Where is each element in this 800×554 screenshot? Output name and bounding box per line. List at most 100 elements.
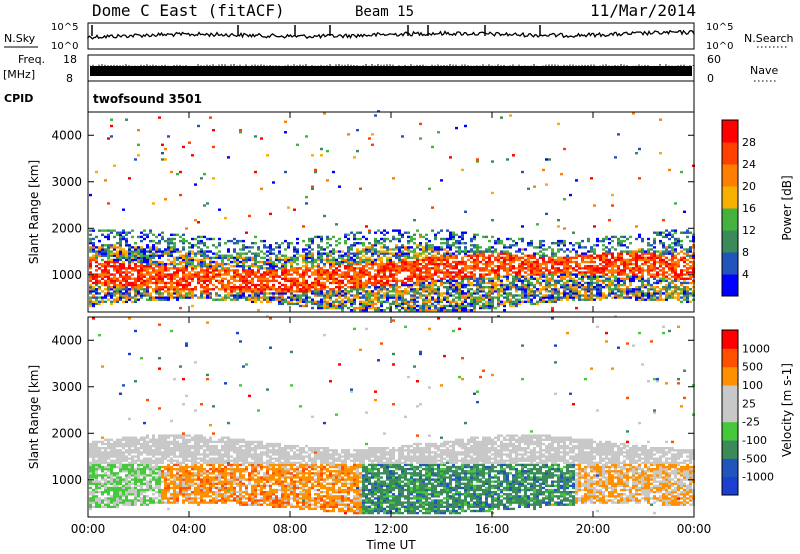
- power-cell: [356, 250, 359, 253]
- power-cell: [332, 170, 335, 174]
- power-cell: [620, 277, 623, 280]
- power-cell: [521, 256, 524, 260]
- power-cell: [344, 242, 347, 245]
- power-cell: [437, 288, 440, 291]
- power-cell: [254, 300, 257, 303]
- power-cell: [533, 265, 536, 268]
- velocity-cell: [92, 451, 95, 454]
- power-cell: [386, 262, 389, 266]
- power-cell: [560, 277, 563, 280]
- power-cell: [191, 267, 194, 270]
- power-cell: [158, 267, 161, 270]
- power-cell: [116, 296, 119, 299]
- power-cell: [416, 273, 419, 276]
- power-cell: [95, 246, 98, 249]
- power-cell: [425, 265, 428, 268]
- power-cell: [461, 267, 464, 270]
- power-cell: [629, 242, 632, 245]
- power-cell: [443, 292, 446, 295]
- power-cell: [311, 252, 314, 255]
- power-cell: [263, 252, 266, 255]
- power-cell: [446, 281, 449, 285]
- power-cell: [668, 233, 671, 237]
- power-cell: [254, 275, 257, 278]
- power-cell: [344, 290, 347, 293]
- power-cell: [107, 260, 110, 264]
- power-cell: [377, 288, 380, 291]
- power-cell: [176, 275, 179, 278]
- power-cell: [656, 273, 659, 276]
- power-cell: [431, 248, 434, 251]
- power-cell: [182, 246, 185, 249]
- power-cell: [320, 248, 323, 251]
- power-cell: [545, 300, 548, 303]
- power-cell: [479, 267, 482, 270]
- power-cell: [251, 296, 254, 299]
- power-cell: [569, 283, 572, 287]
- power-cell: [548, 296, 551, 299]
- power-cell: [425, 298, 428, 301]
- power-cell: [560, 298, 563, 301]
- power-cell: [338, 256, 341, 260]
- power-cell: [194, 275, 197, 278]
- power-cell: [320, 302, 323, 306]
- power-cell: [368, 298, 371, 301]
- power-cell: [332, 262, 335, 266]
- power-cell: [500, 256, 503, 260]
- power-cell: [479, 275, 482, 278]
- power-cell: [92, 248, 95, 251]
- power-cell: [488, 262, 491, 266]
- power-cell: [509, 269, 512, 272]
- power-cell: [359, 283, 362, 287]
- power-cell: [488, 306, 491, 310]
- power-cell: [515, 285, 518, 289]
- power-cell: [344, 235, 347, 239]
- power-cell: [686, 248, 689, 251]
- power-cell: [479, 254, 482, 257]
- power-cell: [161, 265, 164, 268]
- power-cell: [554, 283, 557, 287]
- power-cell: [389, 256, 392, 260]
- power-cell: [140, 283, 143, 287]
- power-cell: [389, 283, 392, 287]
- power-cell: [626, 265, 629, 268]
- power-cell: [635, 254, 638, 257]
- power-cell: [362, 267, 365, 270]
- power-cell: [284, 283, 287, 287]
- power-cell: [395, 271, 398, 274]
- power-cell: [530, 239, 533, 243]
- power-cell: [509, 256, 512, 260]
- power-cell: [446, 285, 449, 289]
- power-cell: [227, 281, 230, 285]
- power-cell: [497, 242, 500, 245]
- power-cell: [617, 294, 620, 297]
- power-cell: [605, 273, 608, 276]
- power-cell: [197, 252, 200, 255]
- power-cell: [497, 237, 500, 241]
- power-cell: [263, 275, 266, 278]
- velocity-cell: [89, 482, 92, 485]
- power-cell: [632, 267, 635, 270]
- power-cell: [368, 277, 371, 280]
- power-cell: [167, 252, 170, 255]
- power-cell: [506, 258, 509, 262]
- power-cell: [167, 246, 170, 249]
- power-cell: [635, 225, 638, 228]
- power-cell: [215, 260, 218, 264]
- power-cell: [569, 296, 572, 299]
- power-cell: [524, 262, 527, 266]
- power-cell: [119, 269, 122, 272]
- power-cell: [140, 273, 143, 276]
- power-cell: [488, 254, 491, 257]
- power-cell: [605, 296, 608, 299]
- power-cell: [218, 273, 221, 276]
- power-cell: [248, 271, 251, 274]
- power-cell: [530, 302, 533, 306]
- power-cell: [236, 262, 239, 266]
- power-cell: [455, 265, 458, 268]
- power-cell: [293, 277, 296, 280]
- power-cell: [101, 277, 104, 280]
- power-cell: [425, 237, 428, 241]
- power-cell: [332, 302, 335, 306]
- power-cell: [428, 271, 431, 274]
